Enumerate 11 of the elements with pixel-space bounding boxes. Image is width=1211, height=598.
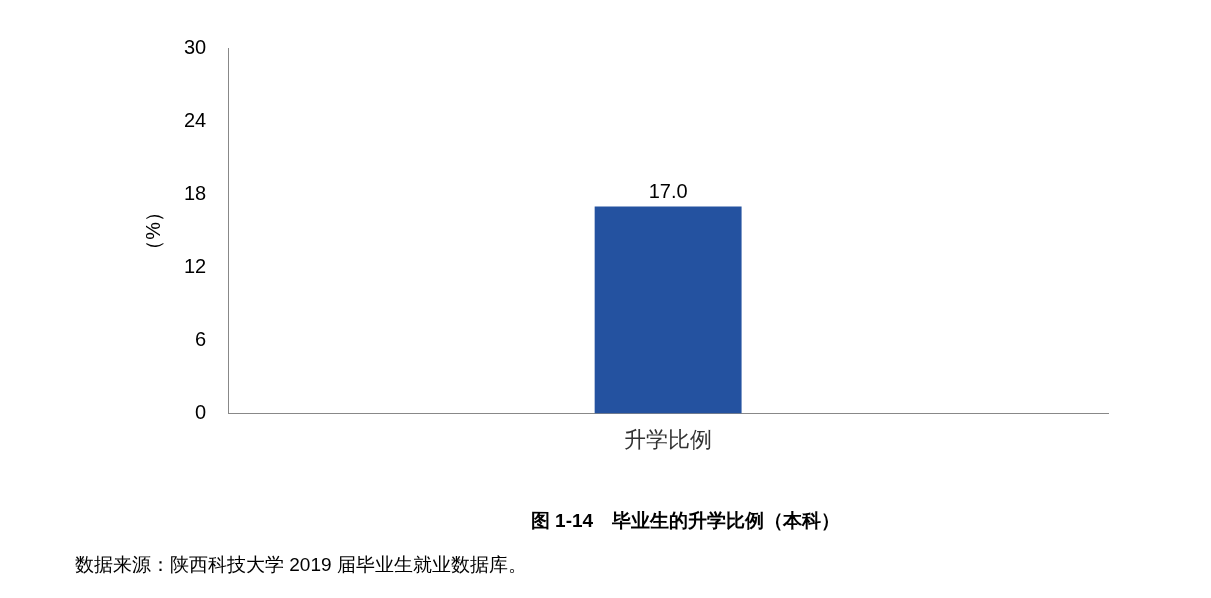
y-tick-label: 6 [195,328,207,350]
source-note: 数据来源：陕西科技大学 2019 届毕业生就业数据库。 [74,553,528,577]
y-axis-title: （%） [141,201,164,260]
y-tick-label: 12 [184,254,207,277]
y-tick-label: 18 [184,181,207,204]
y-tick-label: 0 [195,401,207,424]
y-tick-label: 24 [184,108,207,131]
y-tick-label: 30 [184,35,207,58]
text: 图 1-14 毕业生的升学比例（本科） [529,509,842,533]
data-label: 17.0 [648,179,688,202]
x-tick-label: 升学比例 [624,426,713,452]
